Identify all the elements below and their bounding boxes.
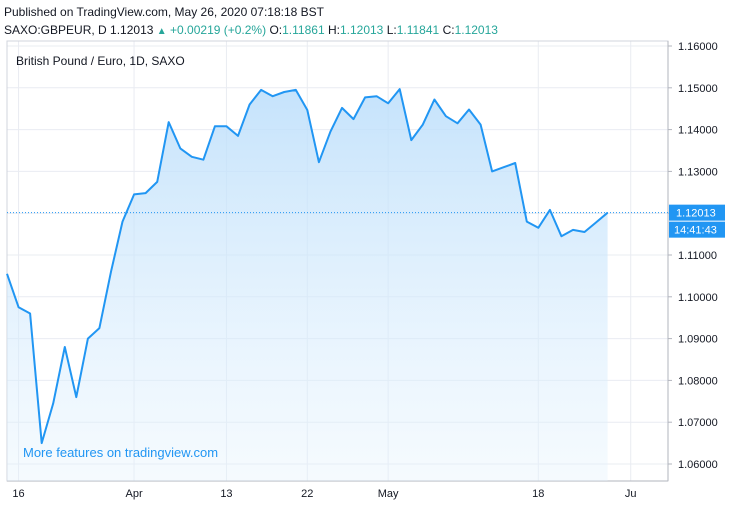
low-label: L: [386,23,397,37]
chart-header: Published on TradingView.com, May 26, 20… [4,4,498,40]
time-axis: 16 Apr 13 22 May 18 Ju [12,488,636,500]
open-value: 1.11861 [282,23,325,37]
price-tag-box [669,204,725,221]
close-label: C: [442,23,455,37]
open-label: O: [269,23,283,37]
countdown-tag-box [669,221,725,238]
countdown-value: 14:41:43 [674,225,717,237]
y-tick-label: 1.10000 [678,292,718,304]
x-tick-label: Apr [125,488,142,500]
x-tick-label: Ju [625,488,637,500]
y-tick-label: 1.11000 [678,250,717,262]
y-tick-label: 1.13000 [678,166,718,178]
close-value: 1.12013 [454,23,498,37]
last-price: 1.12013 [110,23,154,37]
x-tick-label: 18 [532,488,544,500]
x-tick-label: 13 [220,488,232,500]
area-fill [7,89,608,481]
price-line [6,88,609,445]
chart-title: British Pound / Euro, 1D, SAXO [16,54,185,68]
price-tag-value: 1.12013 [676,208,716,220]
y-tick-label: 1.08000 [678,375,718,387]
x-tick-label: 22 [301,488,313,500]
y-tick-label: 1.15000 [678,83,718,95]
y-tick-label: 1.16000 [678,41,718,53]
low-value: 1.11841 [396,23,440,37]
price-axis: 1.160001.150001.140001.130001.120001.110… [668,41,718,471]
y-tick-label: 1.14000 [678,125,718,137]
published-line: Published on TradingView.com, May 26, 20… [4,5,324,19]
up-arrow-icon: ▲ [156,26,167,37]
x-tick-label: May [378,488,399,500]
symbol-label: SAXO:GBPEUR, D [4,23,107,37]
symbol-line: SAXO:GBPEUR, D 1.12013 ▲ +0.00219 (+0.2%… [4,22,498,40]
x-tick-label: 16 [12,488,24,500]
last-price-tag: 1.12013 14:41:43 [669,204,725,238]
y-tick-label: 1.07000 [678,417,718,429]
y-tick-label: 1.09000 [678,334,718,346]
change-value: +0.00219 (+0.2%) [170,23,267,37]
high-label: H: [327,23,340,37]
y-tick-label: 1.06000 [678,459,718,471]
promo-link[interactable]: More features on tradingview.com [23,445,218,460]
high-value: 1.12013 [339,23,384,37]
